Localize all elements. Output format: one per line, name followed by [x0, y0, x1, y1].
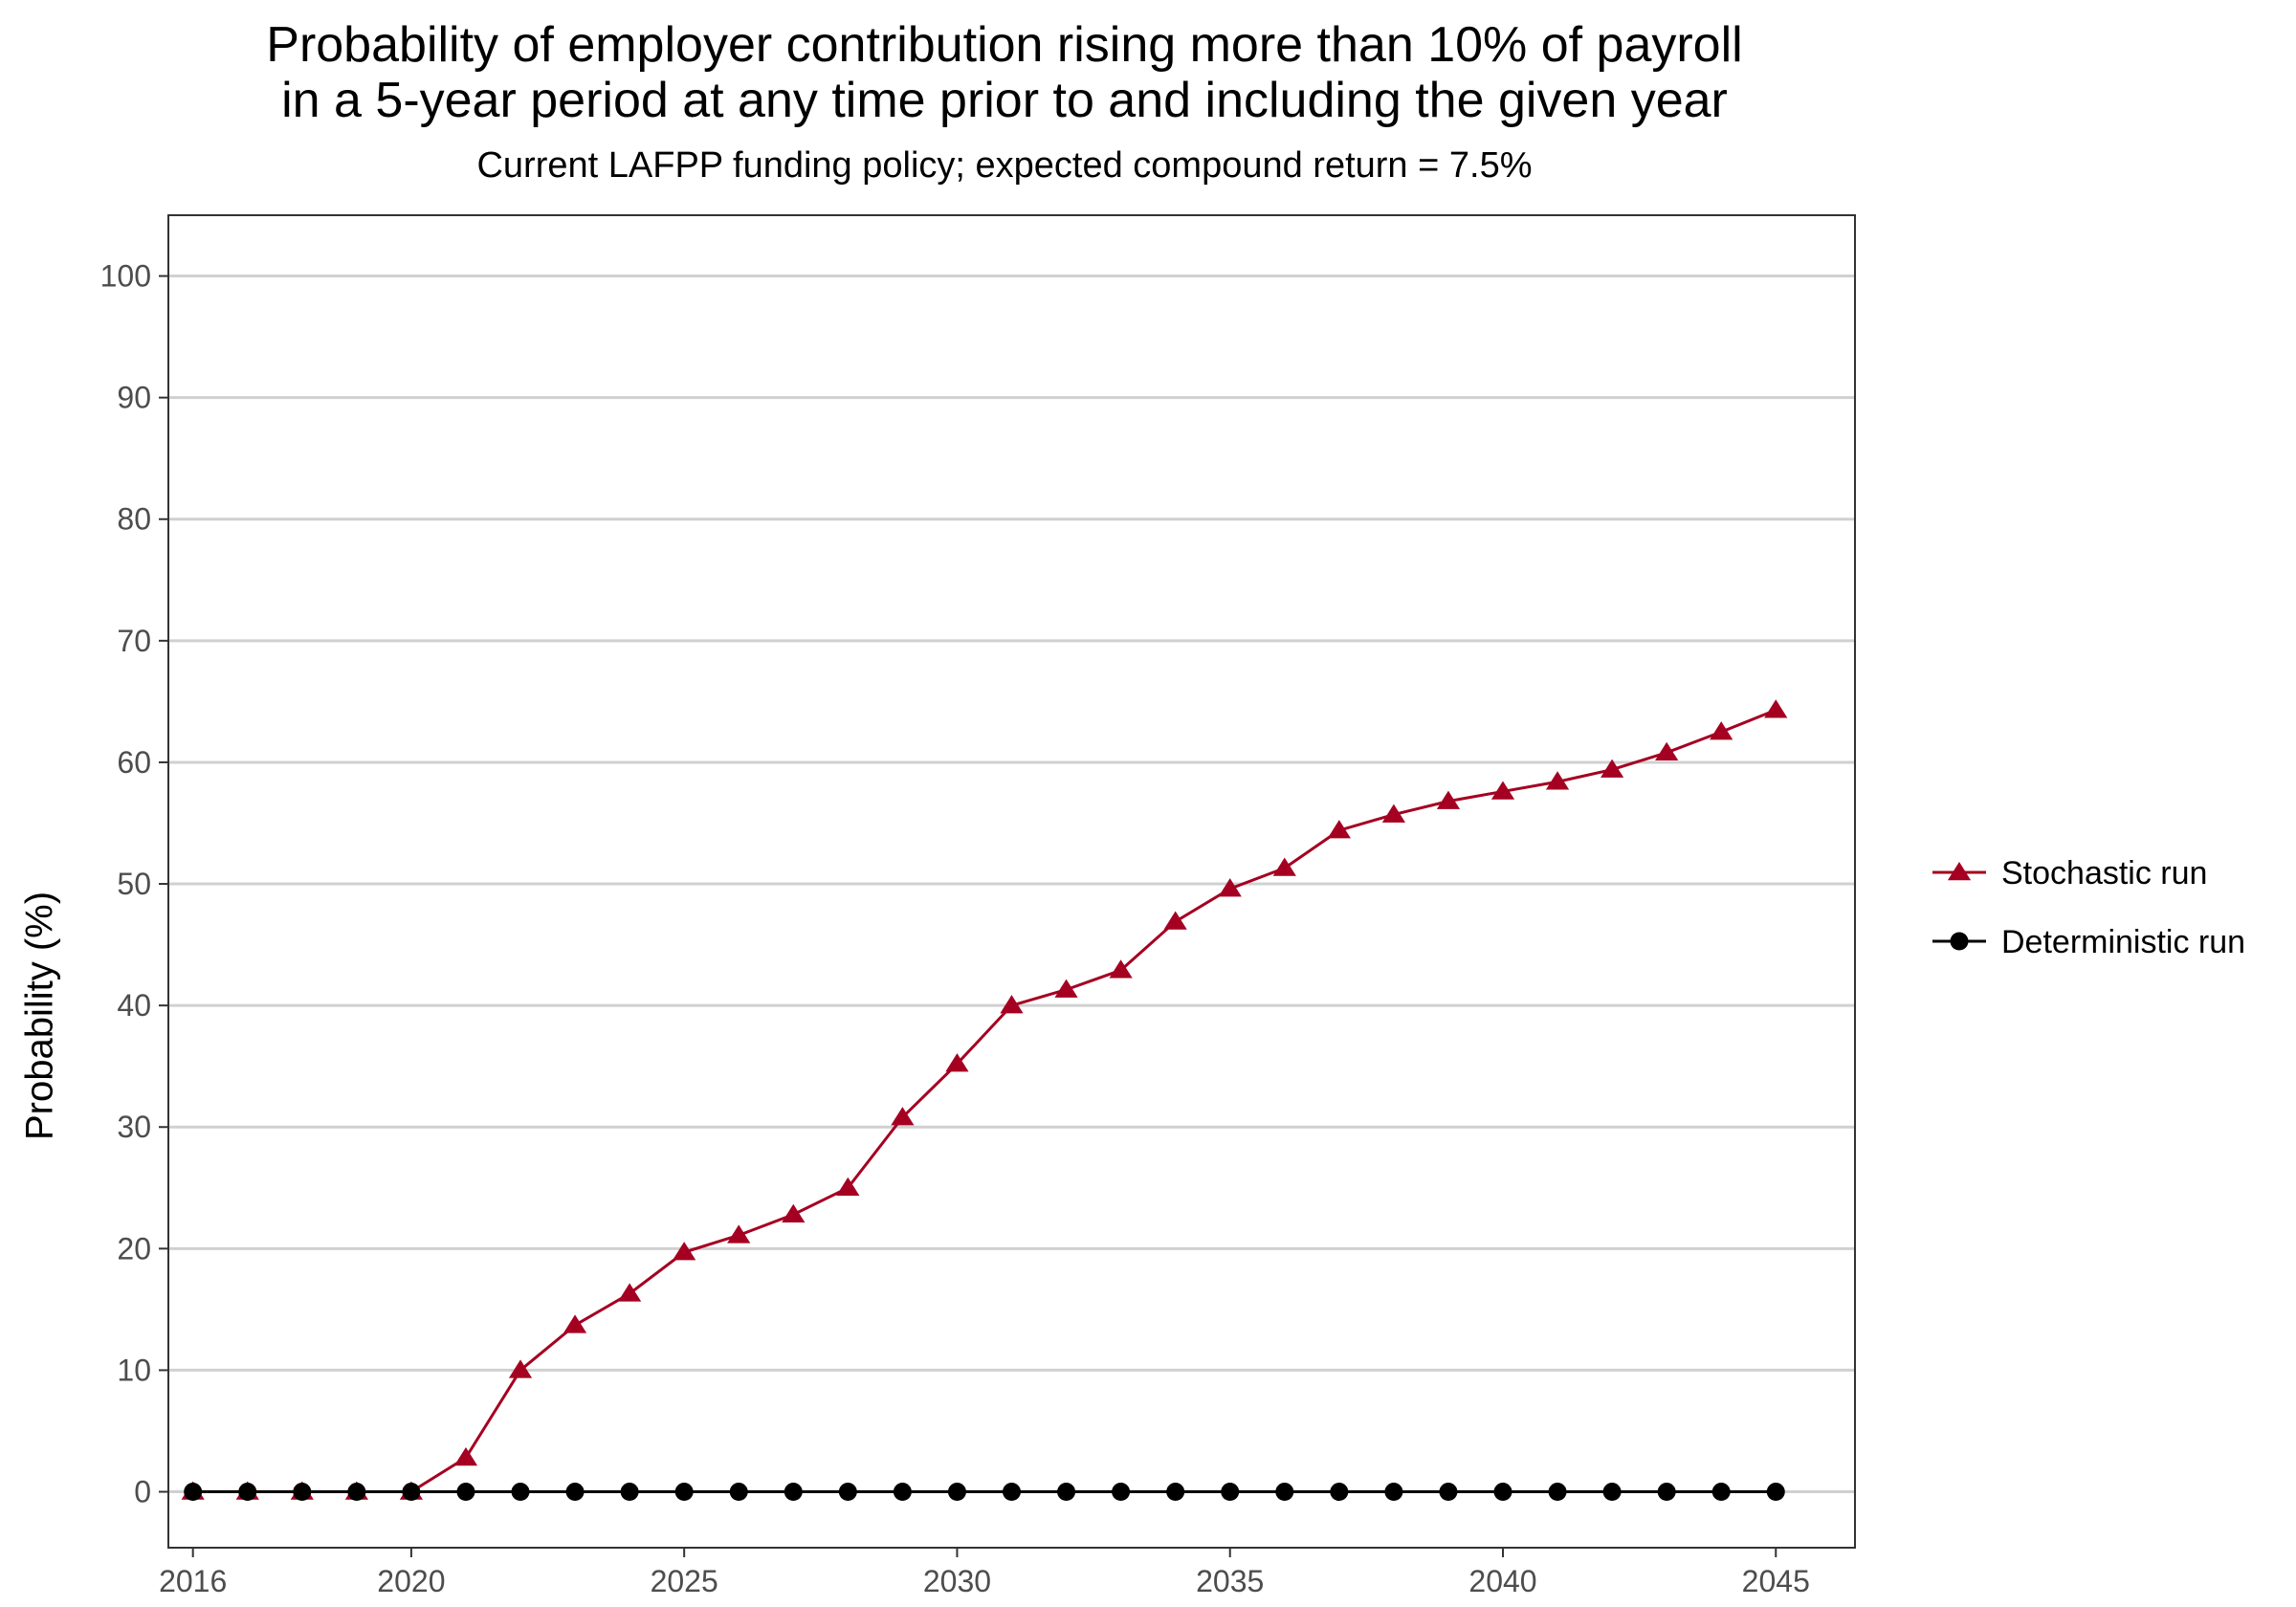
point-deterministic-2024	[620, 1483, 639, 1502]
legend-marker-stochastic	[1947, 862, 1972, 881]
series-layer	[181, 699, 1788, 1502]
panel-border	[167, 214, 1856, 1549]
point-deterministic-2039	[1439, 1483, 1458, 1502]
point-stochastic-2045	[1764, 699, 1788, 718]
series-deterministic	[184, 1483, 1785, 1502]
y-tick-label-10: 10	[117, 1353, 151, 1387]
chart-title-line-2: in a 5-year period at any time prior to …	[281, 73, 1728, 128]
x-tick-label-2035: 2035	[1196, 1564, 1264, 1598]
point-stochastic-2034	[1163, 911, 1187, 930]
point-deterministic-2028	[838, 1483, 857, 1502]
point-deterministic-2021	[456, 1483, 475, 1502]
y-tick-label-90: 90	[117, 381, 151, 415]
point-stochastic-2038	[1381, 804, 1405, 823]
point-deterministic-2045	[1766, 1483, 1785, 1502]
legend: Stochastic run Deterministic run	[1932, 855, 2245, 960]
point-stochastic-2025	[673, 1242, 696, 1261]
point-stochastic-2024	[618, 1283, 642, 1302]
point-stochastic-2029	[891, 1107, 915, 1126]
point-stochastic-2035	[1218, 878, 1242, 897]
point-deterministic-2041	[1548, 1483, 1567, 1502]
point-deterministic-2029	[893, 1483, 912, 1502]
point-deterministic-2027	[784, 1483, 803, 1502]
legend-marker-deterministic	[1950, 932, 1969, 951]
y-tick-label-50: 50	[117, 867, 151, 901]
point-deterministic-2031	[1003, 1483, 1021, 1502]
point-deterministic-2022	[511, 1483, 530, 1502]
x-tick-label-2020: 2020	[377, 1564, 445, 1598]
chart-subtitle: Current LAFPP funding policy; expected c…	[476, 145, 1533, 186]
y-tick-label-70: 70	[117, 624, 151, 658]
point-deterministic-2037	[1330, 1483, 1349, 1502]
y-tick-label-40: 40	[117, 988, 151, 1023]
point-deterministic-2035	[1221, 1483, 1240, 1502]
y-tick-label-80: 80	[117, 502, 151, 537]
y-tick-label-60: 60	[117, 745, 151, 780]
point-deterministic-2030	[947, 1483, 966, 1502]
x-tick-label-2045: 2045	[1742, 1564, 1810, 1598]
chart-title-line-1: Probability of employer contribution ris…	[266, 17, 1743, 73]
y-tick-label-0: 0	[134, 1475, 151, 1509]
point-stochastic-2036	[1272, 857, 1296, 876]
point-deterministic-2018	[293, 1483, 312, 1502]
point-stochastic-2031	[1000, 995, 1024, 1014]
point-deterministic-2038	[1384, 1483, 1403, 1502]
point-deterministic-2043	[1657, 1483, 1676, 1502]
point-deterministic-2032	[1057, 1483, 1076, 1502]
legend-item-deterministic: Deterministic run	[1932, 924, 2245, 960]
point-deterministic-2016	[184, 1483, 203, 1502]
point-stochastic-2026	[727, 1224, 751, 1244]
point-stochastic-2030	[945, 1053, 969, 1072]
point-deterministic-2025	[674, 1483, 694, 1502]
point-deterministic-2036	[1275, 1483, 1294, 1502]
x-tick-label-2016: 2016	[159, 1564, 227, 1598]
gridlines	[168, 275, 1855, 1494]
point-deterministic-2033	[1112, 1483, 1131, 1502]
x-tick-label-2025: 2025	[651, 1564, 718, 1598]
legend-label-deterministic: Deterministic run	[2001, 924, 2245, 960]
point-stochastic-2042	[1601, 759, 1624, 778]
x-tick-label-2040: 2040	[1468, 1564, 1536, 1598]
point-stochastic-2039	[1436, 790, 1461, 809]
series-line-stochastic	[192, 708, 1777, 1494]
point-stochastic-2023	[563, 1314, 587, 1333]
point-stochastic-2027	[782, 1203, 806, 1222]
point-deterministic-2019	[347, 1483, 366, 1502]
point-stochastic-2041	[1545, 771, 1570, 790]
point-stochastic-2028	[836, 1177, 860, 1197]
point-stochastic-2032	[1054, 979, 1078, 998]
point-stochastic-2037	[1327, 820, 1351, 839]
point-deterministic-2020	[402, 1483, 421, 1502]
point-stochastic-2043	[1655, 741, 1679, 761]
point-stochastic-2021	[453, 1446, 478, 1466]
x-tick-label-2030: 2030	[923, 1564, 991, 1598]
point-stochastic-2022	[508, 1359, 533, 1378]
legend-item-stochastic: Stochastic run	[1932, 855, 2207, 892]
point-deterministic-2017	[238, 1483, 257, 1502]
point-deterministic-2034	[1166, 1483, 1185, 1502]
legend-label-stochastic: Stochastic run	[2001, 855, 2207, 892]
point-stochastic-2033	[1109, 959, 1133, 979]
y-tick-label-30: 30	[117, 1110, 151, 1144]
point-deterministic-2040	[1493, 1483, 1512, 1502]
y-tick-label-20: 20	[117, 1231, 151, 1266]
point-stochastic-2040	[1490, 781, 1515, 800]
y-tick-label-100: 100	[100, 259, 151, 294]
point-stochastic-2044	[1710, 721, 1733, 740]
point-deterministic-2042	[1602, 1483, 1622, 1502]
point-deterministic-2023	[565, 1483, 585, 1502]
point-deterministic-2026	[729, 1483, 748, 1502]
series-stochastic	[181, 699, 1788, 1500]
point-deterministic-2044	[1711, 1483, 1731, 1502]
